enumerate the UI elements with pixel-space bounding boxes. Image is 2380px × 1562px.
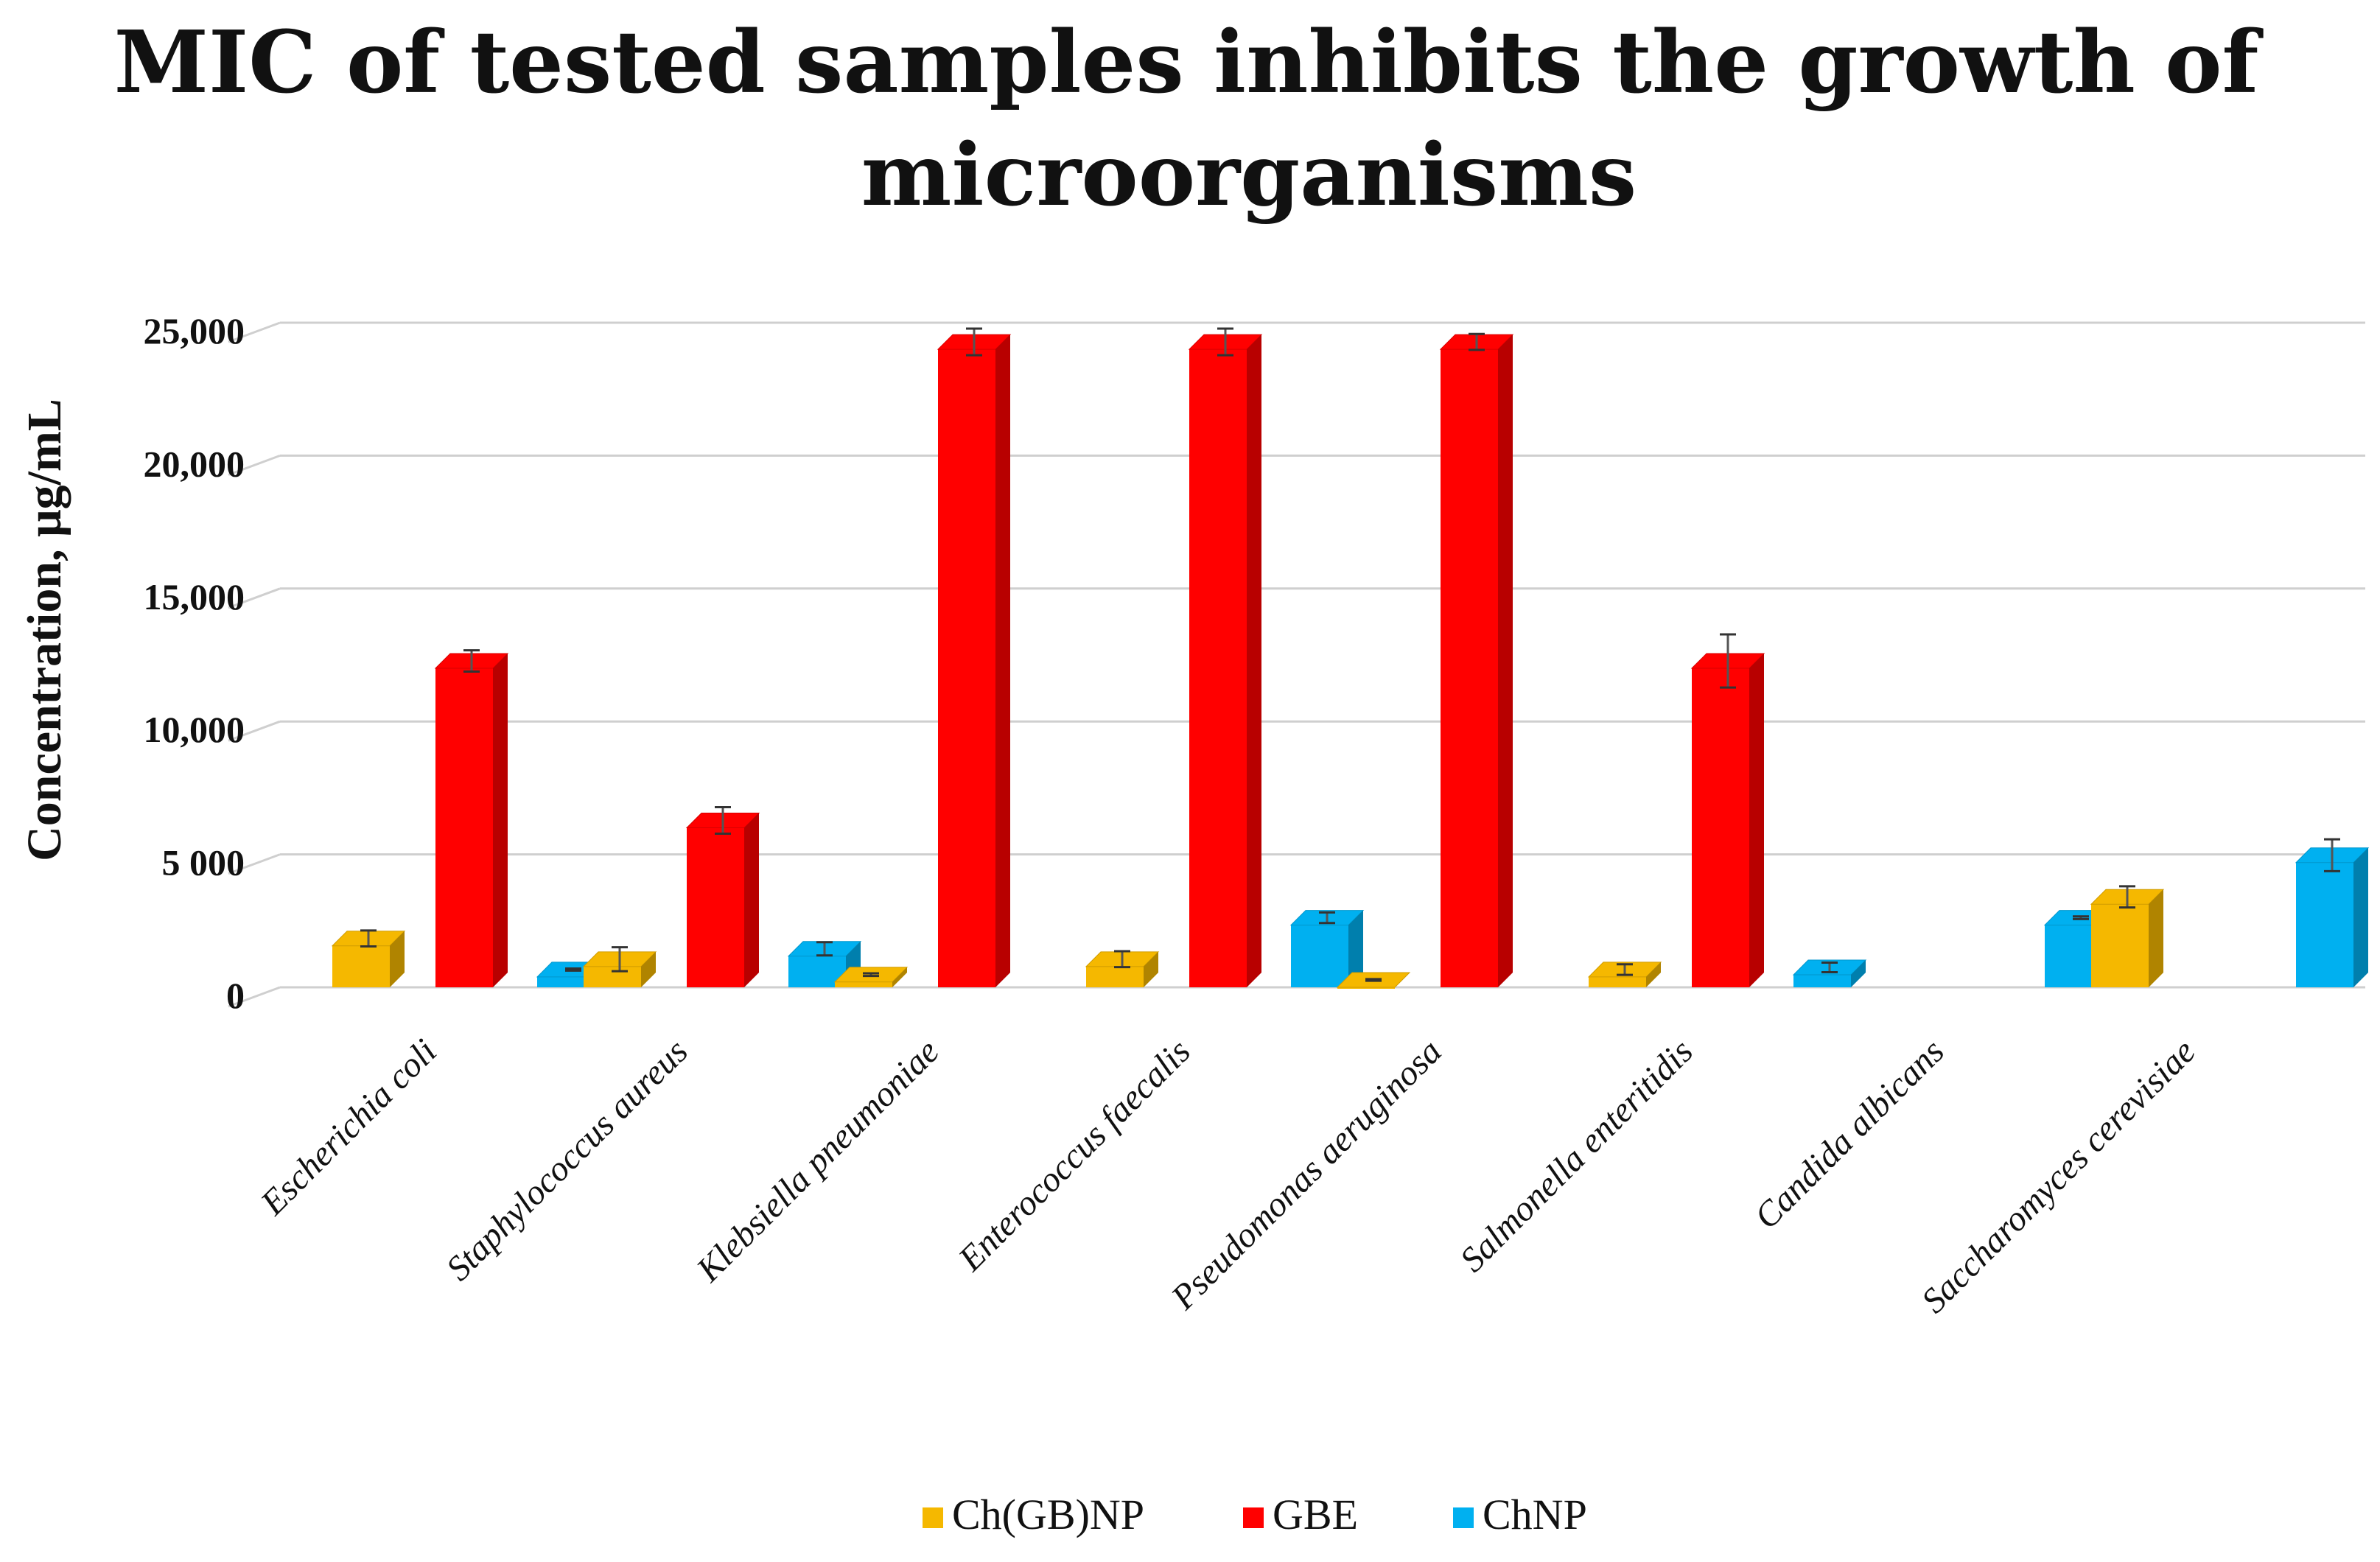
error-bar — [816, 941, 833, 957]
gridline — [228, 853, 2365, 875]
x-tick-label: Klebsiella pneumoniae — [689, 1032, 947, 1289]
bar — [434, 653, 509, 987]
legend-swatch — [1453, 1507, 1474, 1528]
error-bar — [966, 327, 982, 357]
legend-item: Ch(GB)NP — [923, 1491, 1144, 1538]
error-bar — [715, 805, 731, 836]
gridline — [228, 454, 2365, 476]
error-bar — [1319, 911, 1335, 925]
gridlines — [228, 321, 2365, 1008]
gridline — [228, 986, 2365, 1008]
y-axis-ticks: 0 5 000 10,000 15,000 20,000 25,000 — [144, 310, 245, 1016]
bar — [1690, 653, 1765, 987]
legend-item: ChNP — [1453, 1491, 1587, 1538]
x-tick-label: Staphylococcus aureus — [439, 1032, 696, 1288]
y-tick-label: 0 — [226, 975, 245, 1016]
error-bar — [612, 946, 628, 973]
bar — [1439, 334, 1514, 988]
x-tick-label: Pseudomonas aeruginosa — [1163, 1032, 1449, 1317]
error-bar — [1821, 962, 1838, 974]
bar — [2090, 889, 2165, 987]
y-tick-label: 15,000 — [144, 576, 245, 617]
error-bar — [1217, 327, 1233, 357]
chart-title-line-1: MIC of tested samples inhibits the growt… — [114, 13, 2264, 113]
error-bar — [463, 649, 480, 673]
x-tick-label: Escherichia coli — [253, 1032, 444, 1223]
bar — [937, 334, 1012, 988]
y-tick-label: 25,000 — [144, 310, 245, 351]
y-tick-label: 5 000 — [162, 842, 245, 883]
y-axis-label: Concentration, μg/mL — [18, 399, 71, 861]
gridline — [228, 587, 2365, 609]
bar — [1188, 334, 1263, 988]
gridline — [228, 720, 2365, 742]
legend-label: ChNP — [1483, 1491, 1587, 1538]
bar — [685, 813, 760, 987]
error-bar — [360, 929, 377, 948]
legend: Ch(GB)NP GBE ChNP — [923, 1491, 1587, 1538]
error-bar — [1720, 633, 1736, 689]
legend-item: GBE — [1243, 1491, 1358, 1538]
x-tick-label: Saccharomyces cerevisiae — [1914, 1032, 2203, 1320]
gridline — [228, 321, 2365, 343]
bars — [331, 334, 2370, 989]
error-bar — [1469, 332, 1485, 351]
legend-swatch — [1243, 1507, 1264, 1528]
error-bar — [863, 972, 879, 978]
error-bar — [2073, 915, 2089, 920]
legend-label: GBE — [1273, 1491, 1358, 1538]
legend-swatch — [923, 1507, 943, 1528]
error-bar — [1617, 963, 1633, 976]
error-bar — [2324, 838, 2340, 872]
x-tick-label: Candida albicans — [1747, 1032, 1952, 1236]
error-bars — [360, 327, 2340, 982]
bar — [2295, 847, 2370, 987]
y-tick-label: 10,000 — [144, 709, 245, 750]
error-bar — [2119, 885, 2135, 909]
legend-label: Ch(GB)NP — [952, 1491, 1144, 1538]
error-bar — [1114, 950, 1130, 969]
y-tick-label: 20,000 — [144, 443, 245, 484]
x-tick-label: Salmonella enteritidis — [1452, 1032, 1700, 1279]
chart-title-line-2: microorganisms — [861, 125, 1637, 225]
error-bar — [1365, 978, 1382, 982]
x-tick-label: Enterococcus faecalis — [951, 1032, 1198, 1279]
error-bar — [565, 967, 581, 972]
